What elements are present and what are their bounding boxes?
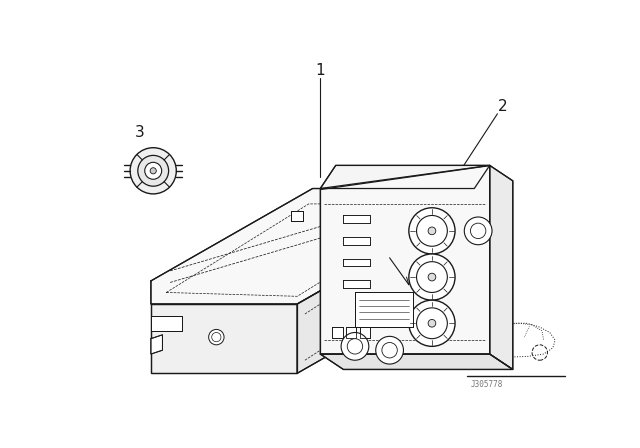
Polygon shape [490, 165, 513, 370]
Circle shape [376, 336, 403, 364]
Circle shape [409, 254, 455, 300]
Polygon shape [355, 293, 413, 327]
Circle shape [470, 223, 486, 238]
Text: 2: 2 [498, 99, 508, 114]
Circle shape [209, 329, 224, 345]
Circle shape [428, 273, 436, 281]
Circle shape [348, 339, 363, 354]
Polygon shape [320, 165, 490, 354]
Circle shape [138, 155, 168, 186]
Polygon shape [332, 327, 342, 338]
Circle shape [409, 208, 455, 254]
Circle shape [341, 332, 369, 360]
Polygon shape [346, 327, 356, 338]
Circle shape [409, 300, 455, 346]
Polygon shape [339, 317, 349, 331]
Polygon shape [151, 304, 297, 373]
Text: 1: 1 [316, 63, 325, 78]
Polygon shape [344, 237, 371, 245]
Polygon shape [322, 198, 334, 208]
Polygon shape [360, 327, 371, 338]
Circle shape [150, 168, 156, 174]
Circle shape [130, 148, 176, 194]
Polygon shape [353, 189, 365, 198]
Polygon shape [320, 354, 513, 370]
Circle shape [145, 162, 162, 179]
Polygon shape [344, 258, 371, 266]
Polygon shape [344, 215, 371, 223]
Polygon shape [369, 302, 380, 315]
Circle shape [212, 332, 221, 342]
Polygon shape [344, 280, 371, 288]
Polygon shape [291, 211, 303, 221]
Polygon shape [151, 315, 182, 331]
Circle shape [417, 215, 447, 246]
Circle shape [428, 319, 436, 327]
Circle shape [417, 262, 447, 293]
Polygon shape [401, 286, 411, 300]
Circle shape [428, 227, 436, 235]
Polygon shape [151, 189, 459, 304]
Circle shape [417, 308, 447, 339]
Circle shape [382, 343, 397, 358]
Polygon shape [297, 211, 459, 373]
Polygon shape [151, 335, 163, 354]
Text: 3: 3 [134, 125, 144, 140]
Text: J305778: J305778 [470, 380, 503, 389]
Circle shape [464, 217, 492, 245]
Polygon shape [320, 165, 490, 189]
